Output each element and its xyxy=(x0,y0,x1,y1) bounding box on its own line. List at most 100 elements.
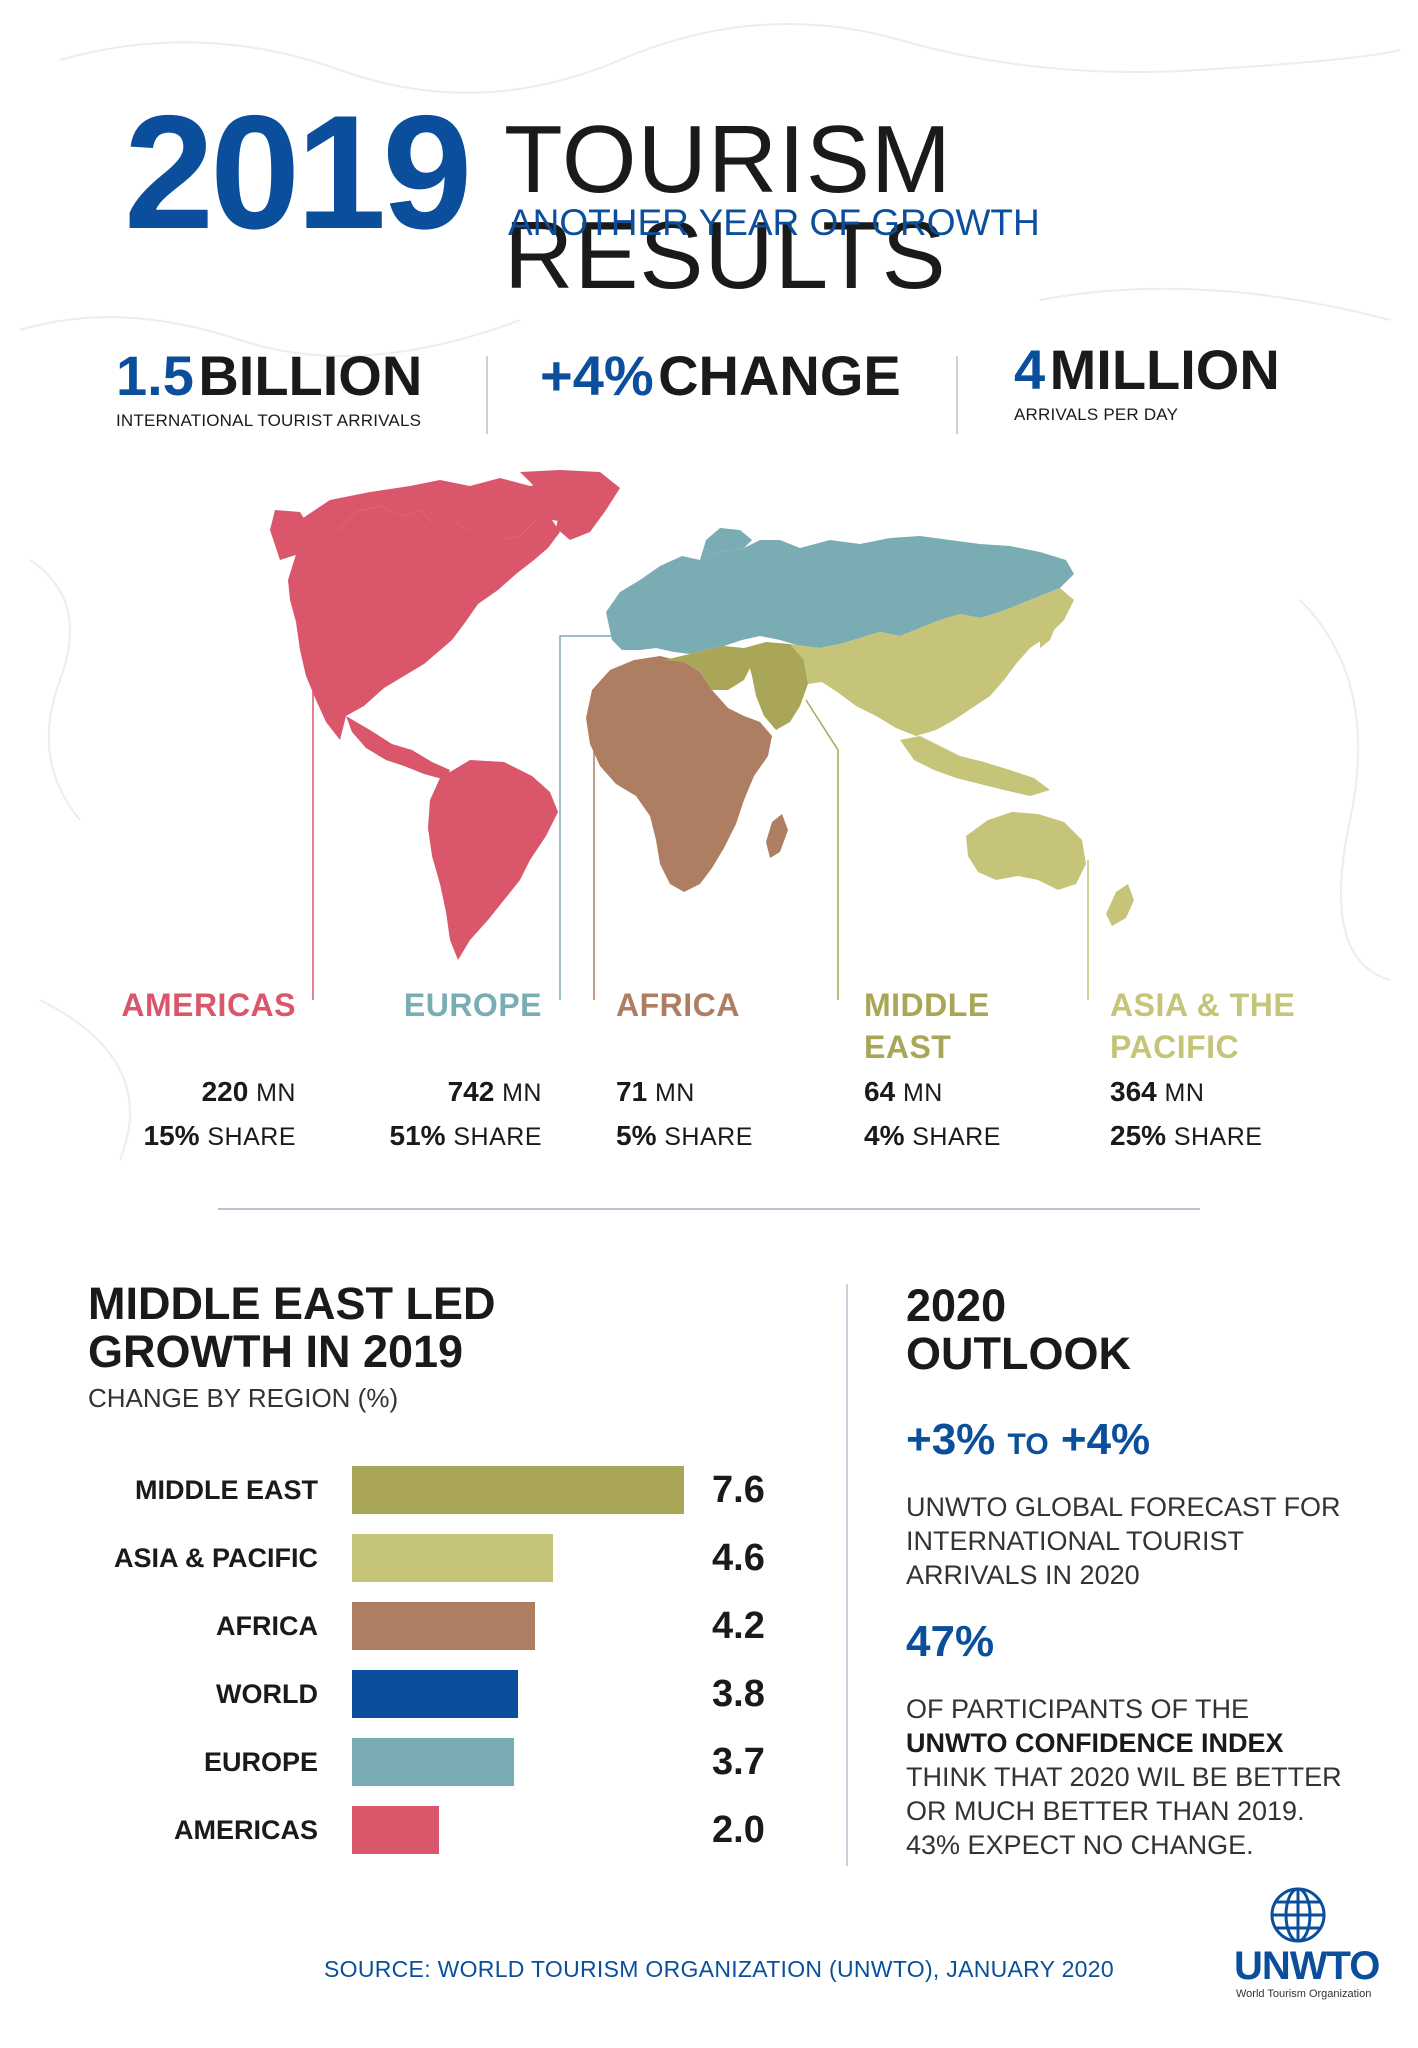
stat-change: +4% CHANGE xyxy=(540,348,901,404)
map-south-america xyxy=(428,760,558,960)
stat-divider xyxy=(956,356,958,434)
region-arrivals-unit: MN xyxy=(256,1079,296,1107)
map-middle-east xyxy=(744,642,808,730)
region-name-asia-pacific: ASIA & THE PACIFIC xyxy=(1110,984,1295,1068)
bar-category-label: WORLD xyxy=(216,1679,318,1709)
outlook-confidence-percent: 47% xyxy=(906,1617,995,1666)
stat-arrivals-word: BILLION xyxy=(198,344,423,407)
region-share-label: SHARE xyxy=(207,1123,296,1151)
outlook-forecast-description: UNWTO GLOBAL FORECAST FOR INTERNATIONAL … xyxy=(906,1492,1341,1590)
region-name-line: ASIA & THE xyxy=(1110,987,1296,1023)
region-arrivals-value: 220 xyxy=(201,1076,249,1107)
bar xyxy=(352,1534,553,1582)
unwto-logo-subtitle: World Tourism Organization xyxy=(1236,1988,1372,2000)
outlook-note-body: THINK THAT 2020 WIL BE BETTER OR MUCH BE… xyxy=(906,1762,1342,1860)
map-scandinavia xyxy=(700,528,752,560)
region-share-asia-pacific: 25% SHARE xyxy=(1110,1122,1262,1150)
bar xyxy=(352,1670,518,1718)
region-arrivals-value: 364 xyxy=(1110,1076,1157,1107)
outlook-note-index: UNWTO CONFIDENCE INDEX xyxy=(906,1728,1284,1758)
region-share-value: 25% xyxy=(1110,1120,1167,1151)
region-share-africa: 5% SHARE xyxy=(616,1122,753,1150)
bar-value-label: 3.7 xyxy=(712,1741,765,1783)
bar xyxy=(352,1602,535,1650)
region-arrivals-unit: MN xyxy=(502,1079,542,1107)
outlook-note-intro: OF PARTICIPANTS OF THE xyxy=(906,1694,1250,1724)
map-central-america xyxy=(346,716,450,780)
region-share-label: SHARE xyxy=(453,1123,542,1151)
bar-value-label: 4.6 xyxy=(712,1537,765,1579)
region-arrivals-asia-pacific: 364 MN xyxy=(1110,1078,1204,1106)
year-heading: 2019 xyxy=(124,82,472,263)
stat-change-number: +4% xyxy=(540,344,654,407)
region-arrivals-unit: MN xyxy=(1164,1079,1205,1107)
map-asia xyxy=(790,588,1074,736)
bar xyxy=(352,1806,439,1854)
stat-per-day: 4 MILLION ARRIVALS PER DAY xyxy=(1014,342,1280,424)
bar-value-label: 3.8 xyxy=(712,1673,765,1715)
region-share-value: 51% xyxy=(389,1120,446,1151)
outlook-confidence-note: OF PARTICIPANTS OF THE UNWTO CONFIDENCE … xyxy=(906,1692,1346,1862)
bar-category-label: AFRICA xyxy=(216,1611,318,1641)
leader-middle-east xyxy=(805,699,839,1000)
outlook-range-from: +3% xyxy=(906,1415,996,1464)
region-arrivals-europe: 742 MN xyxy=(340,1078,542,1106)
source-note: SOURCE: WORLD TOURISM ORGANIZATION (UNWT… xyxy=(324,1956,1114,1982)
page-subtitle: ANOTHER YEAR OF GROWTH xyxy=(508,202,1040,243)
stat-arrivals-label: INTERNATIONAL TOURIST ARRIVALS xyxy=(116,411,422,430)
bar-value-label: 2.0 xyxy=(712,1809,765,1851)
region-share-label: SHARE xyxy=(664,1123,753,1151)
globe-logo-icon xyxy=(1270,1887,1326,1943)
region-arrivals-americas: 220 MN xyxy=(96,1078,296,1106)
region-arrivals-unit: MN xyxy=(654,1079,695,1107)
region-name-middle-east: MIDDLE EAST xyxy=(864,984,990,1068)
map-africa xyxy=(586,656,772,892)
region-arrivals-value: 742 xyxy=(447,1076,495,1107)
region-name-line: EAST xyxy=(864,1029,952,1065)
bar xyxy=(352,1738,514,1786)
region-share-value: 5% xyxy=(616,1120,657,1151)
bar-chart-title: MIDDLE EAST LED GROWTH IN 2019 xyxy=(88,1278,496,1377)
outlook-range-to-word: TO xyxy=(1007,1428,1049,1461)
region-arrivals-africa: 71 MN xyxy=(616,1078,695,1106)
outlook-title: 2020 OUTLOOK xyxy=(906,1282,1131,1378)
region-name-americas: AMERICAS xyxy=(121,987,296,1023)
section-divider-vertical xyxy=(846,1284,848,1866)
stat-change-word: CHANGE xyxy=(658,344,901,407)
map-greenland xyxy=(520,470,620,540)
region-arrivals-value: 64 xyxy=(864,1076,896,1107)
region-share-middle-east: 4% SHARE xyxy=(864,1122,1001,1150)
region-share-label: SHARE xyxy=(1173,1123,1263,1151)
region-share-label: SHARE xyxy=(912,1123,1001,1151)
map-middle-east-north-africa xyxy=(664,646,752,690)
region-share-value: 4% xyxy=(864,1120,905,1151)
stat-per-day-word: MILLION xyxy=(1049,338,1280,401)
bar-value-label: 4.2 xyxy=(712,1605,765,1647)
map-new-zealand xyxy=(1106,884,1134,926)
page-title: TOURISM RESULTS xyxy=(504,106,952,309)
map-north-america-main xyxy=(288,506,560,740)
bar xyxy=(352,1466,684,1514)
map-australia xyxy=(966,812,1086,890)
map-southeast-asia xyxy=(900,736,1050,796)
outlook-range-to: +4% xyxy=(1060,1415,1151,1464)
map-europe xyxy=(606,536,1074,654)
region-share-europe: 51% SHARE xyxy=(340,1122,542,1150)
region-share-americas: 15% SHARE xyxy=(96,1122,296,1150)
outlook-title-line: OUTLOOK xyxy=(906,1328,1131,1379)
map-japan xyxy=(1040,608,1058,648)
world-region-map xyxy=(270,470,1134,1000)
region-arrivals-middle-east: 64 MN xyxy=(864,1078,943,1106)
region-name-line: PACIFIC xyxy=(1110,1029,1240,1065)
leader-europe xyxy=(559,635,612,1000)
stat-arrivals-number: 1.5 xyxy=(116,344,194,407)
map-madagascar xyxy=(766,814,788,858)
stat-per-day-number: 4 xyxy=(1014,338,1046,401)
outlook-forecast-range: +3% TO +4% xyxy=(906,1418,1150,1462)
map-canada-north xyxy=(300,478,596,540)
leader-africa xyxy=(593,729,600,1000)
bar-category-label: EUROPE xyxy=(203,1747,318,1777)
region-name-europe: EUROPE xyxy=(403,987,542,1023)
bar-value-label: 7.6 xyxy=(712,1469,765,1511)
